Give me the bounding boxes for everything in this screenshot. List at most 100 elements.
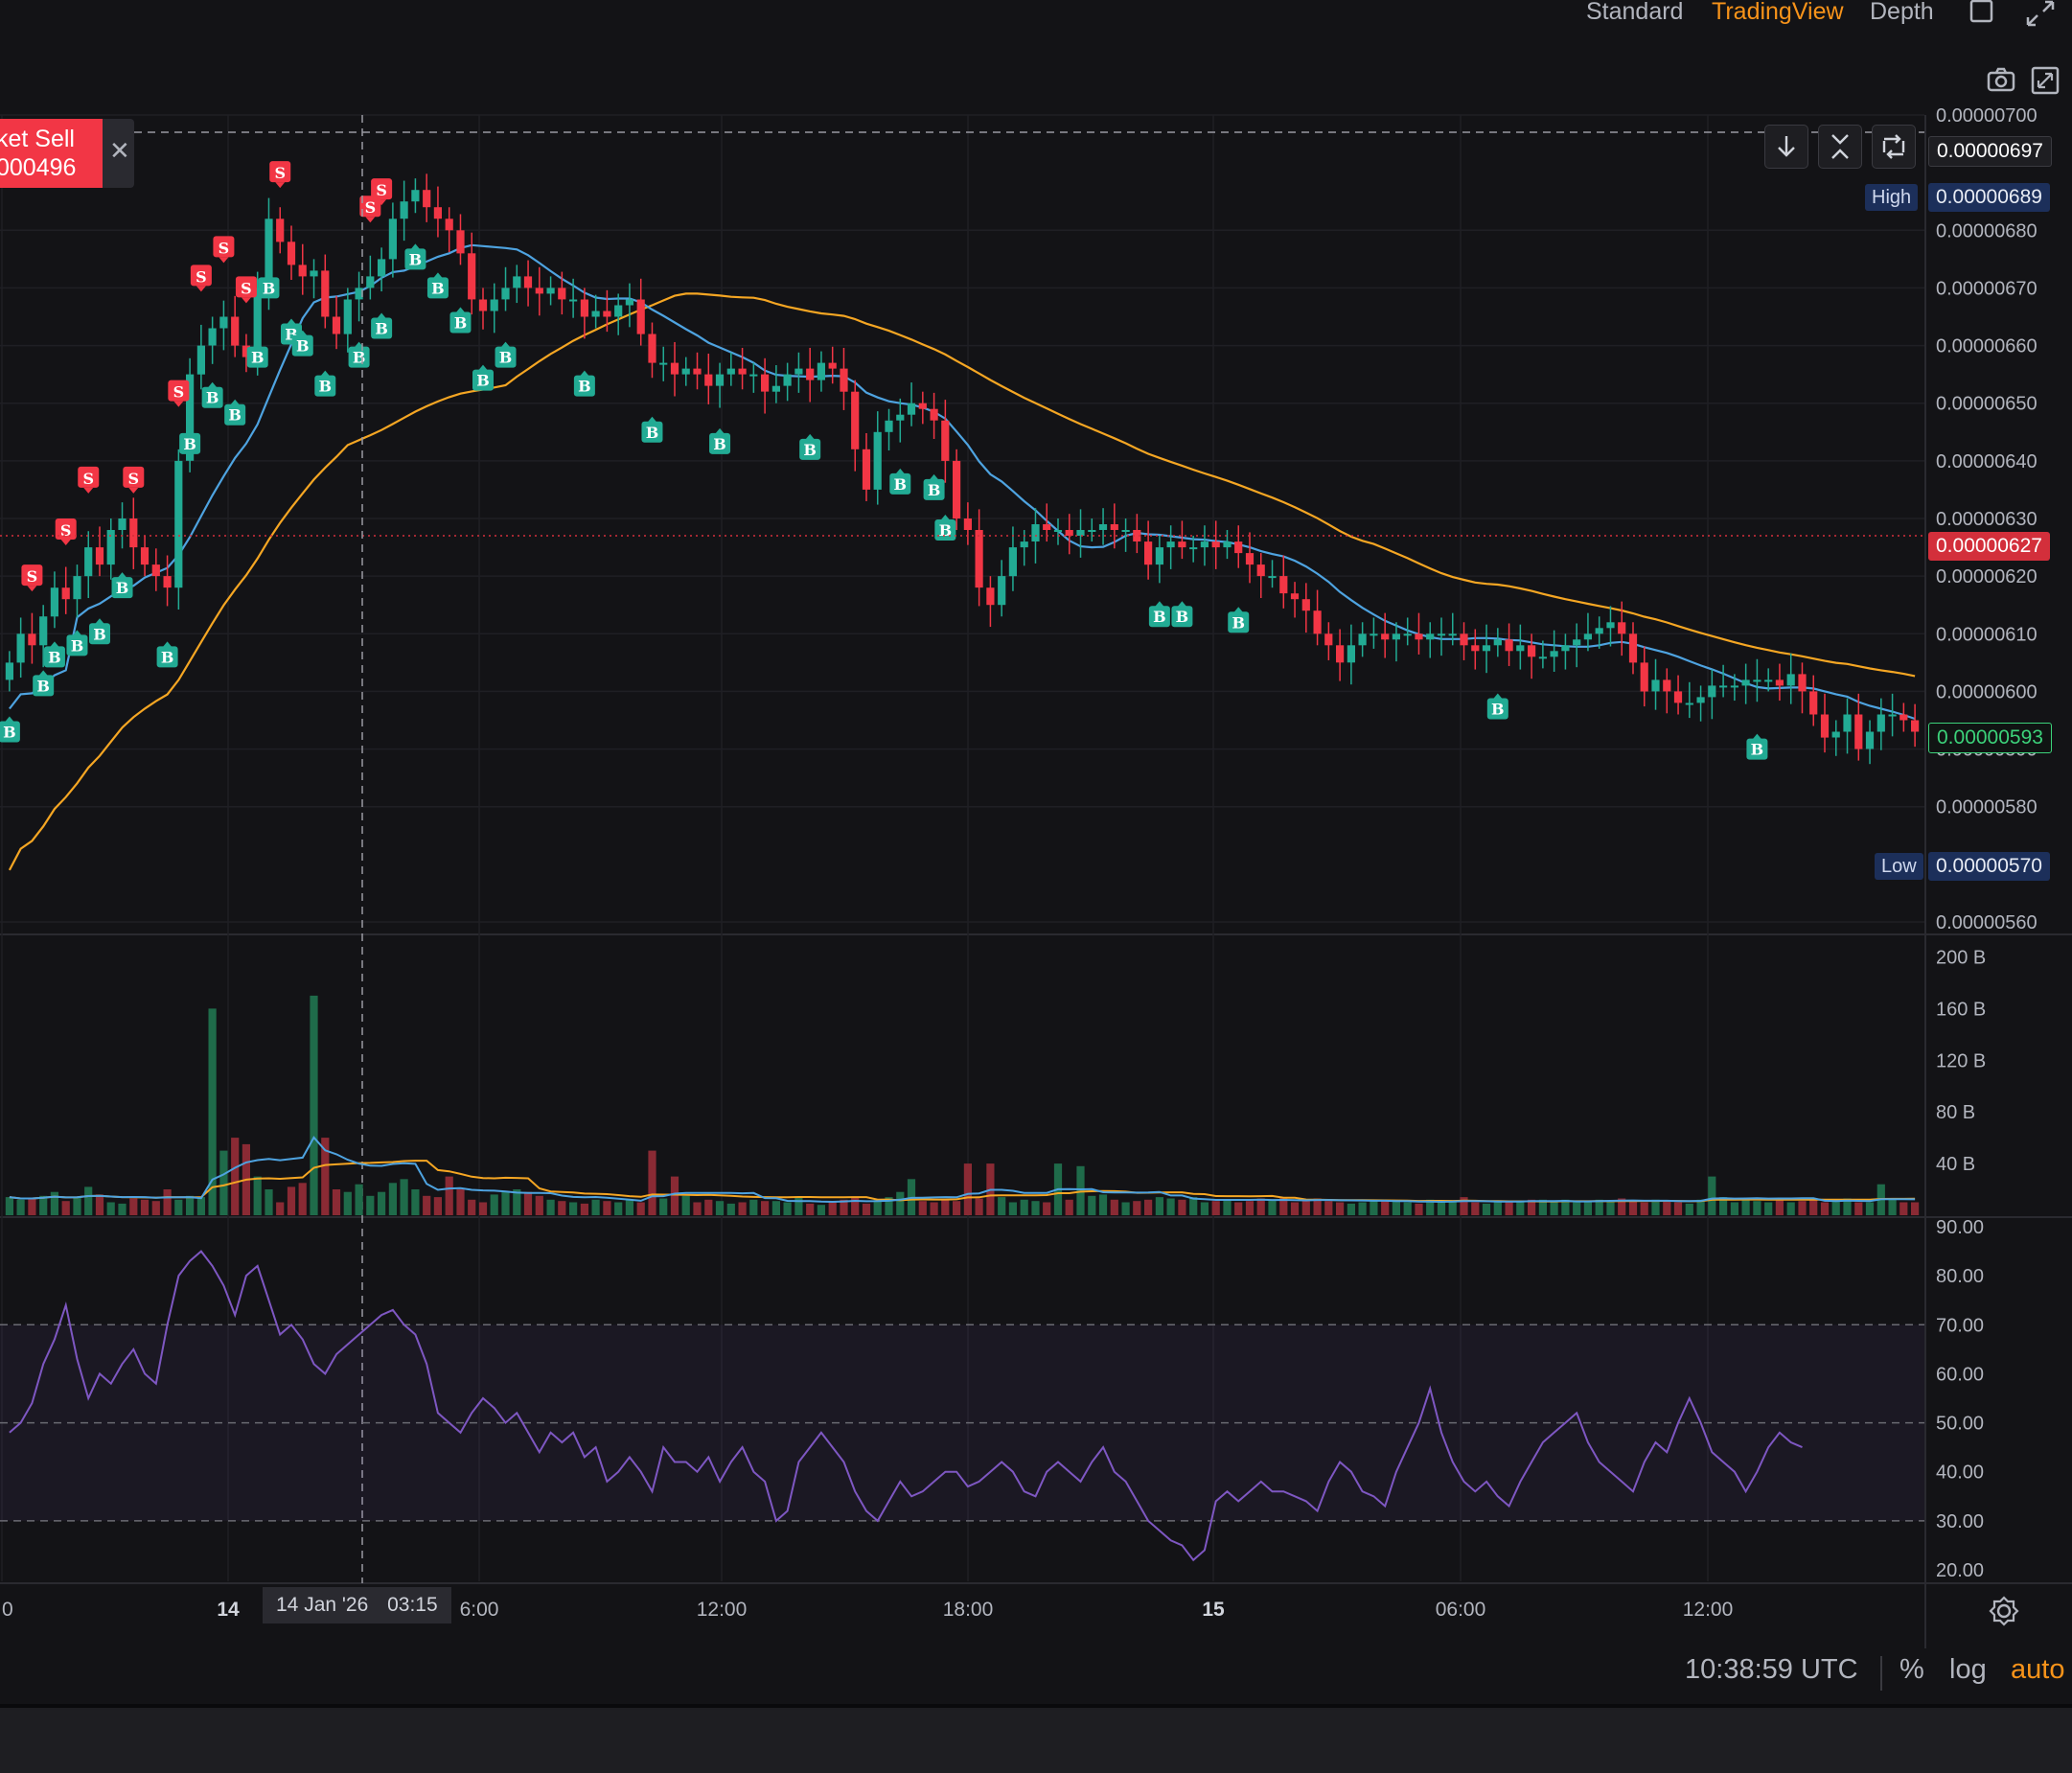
candle [558, 288, 566, 300]
buy-marker-pointer [264, 272, 274, 279]
buy-marker-letter: B [409, 250, 423, 268]
candle [478, 299, 488, 311]
volume-bar [1640, 1202, 1648, 1215]
candle [817, 362, 825, 380]
percent-scale-toggle[interactable]: % [1899, 1654, 1924, 1685]
candle [1144, 541, 1153, 565]
buy-marker-letter: B [48, 648, 61, 666]
auto-scale-toggle[interactable]: auto [2011, 1654, 2065, 1685]
rsi-axis-tick: 40.00 [1936, 1462, 1984, 1484]
volume-bar [738, 1202, 747, 1215]
candle [355, 288, 363, 300]
time-axis-tick: 0 [2, 1599, 13, 1621]
volume-bar [174, 1199, 183, 1215]
layout-square-icon[interactable] [1967, 0, 1995, 30]
candle [1820, 714, 1830, 738]
buy-marker-pointer [38, 670, 49, 677]
buy-marker [449, 311, 472, 334]
buy-marker-pointer [287, 318, 296, 325]
candle [749, 374, 758, 377]
buy-marker-letter: B [161, 648, 174, 666]
volume-bar [332, 1189, 341, 1215]
view-tradingview-button[interactable]: TradingView [1712, 0, 1844, 25]
candle [366, 276, 375, 288]
view-standard-button[interactable]: Standard [1586, 0, 1684, 25]
candle [1088, 530, 1096, 532]
scroll-to-latest-button[interactable] [1764, 125, 1808, 169]
reset-view-button[interactable] [1872, 125, 1916, 169]
close-tooltip-icon[interactable]: ✕ [109, 136, 130, 165]
candle [1178, 541, 1186, 548]
buy-marker-pointer [95, 618, 104, 625]
candle [208, 328, 217, 346]
buy-marker [426, 277, 449, 299]
volume-axis-tick: 160 B [1936, 999, 1986, 1020]
buy-marker [201, 386, 223, 408]
candle [5, 662, 13, 680]
volume-bar [1708, 1176, 1716, 1215]
candle [95, 547, 104, 565]
chart-settings-gear-icon[interactable] [1988, 1595, 2020, 1632]
low-label: Low [1875, 853, 1923, 880]
volume-bar [1313, 1198, 1322, 1215]
candle [321, 270, 330, 317]
sell-marker-letter: S [376, 181, 387, 199]
collapse-button[interactable] [1818, 125, 1862, 169]
sell-marker-pointer [60, 540, 71, 546]
buy-marker-pointer [1177, 601, 1187, 608]
sell-marker-letter: S [27, 567, 38, 586]
log-scale-toggle[interactable]: log [1949, 1654, 1987, 1685]
volume-bar [1234, 1202, 1243, 1215]
buy-marker-pointer [1492, 693, 1503, 700]
candle [1301, 599, 1310, 611]
volume-bar [1786, 1202, 1795, 1215]
volume-bar [1279, 1197, 1288, 1215]
bottom-bar: 10:38:59 UTC % log auto [0, 1646, 2072, 1704]
volume-bar [276, 1202, 285, 1215]
volume-bar [693, 1202, 702, 1215]
volume-bar [1403, 1202, 1412, 1215]
volume-bar [1888, 1199, 1897, 1215]
camera-snapshot-icon[interactable] [1986, 65, 2016, 99]
fullscreen-chart-icon[interactable] [2030, 65, 2062, 101]
candle [1843, 714, 1852, 732]
volume-bar [140, 1199, 150, 1215]
fullscreen-expand-icon[interactable] [2020, 0, 2059, 32]
candle [39, 616, 48, 646]
candle [456, 230, 465, 254]
volume-bar [1663, 1201, 1671, 1215]
volume-bar [321, 1138, 330, 1215]
candle [986, 587, 995, 606]
high-label: High [1865, 184, 1919, 211]
volume-bar [513, 1189, 521, 1215]
candle [1324, 633, 1333, 646]
sell-marker-pointer [241, 297, 251, 304]
sell-marker-pointer [83, 487, 94, 494]
volume-bar [1200, 1202, 1209, 1215]
candle [1426, 633, 1435, 640]
price-axis-tick: 0.00000680 [1936, 220, 2037, 242]
buy-marker-pointer [579, 370, 589, 377]
time-axis-tick: 6:00 [460, 1599, 499, 1621]
volume-bar [1324, 1201, 1333, 1215]
buy-marker-letter: B [803, 441, 817, 459]
view-depth-button[interactable]: Depth [1870, 0, 1934, 25]
candle [1008, 547, 1017, 577]
candle [896, 414, 905, 421]
volume-bar [50, 1191, 58, 1215]
volume-bar [73, 1197, 81, 1215]
volume-bar [1719, 1197, 1728, 1215]
buy-marker-letter: B [93, 625, 106, 643]
candle [1888, 714, 1897, 717]
volume-bar [998, 1197, 1006, 1215]
sell-marker-pointer [275, 182, 286, 189]
candle [1415, 633, 1423, 640]
buy-marker-pointer [1233, 607, 1244, 613]
candle [963, 518, 972, 530]
volume-bar [118, 1203, 127, 1215]
buy-marker [291, 334, 313, 357]
candle [1043, 524, 1051, 530]
candle [1493, 639, 1502, 646]
